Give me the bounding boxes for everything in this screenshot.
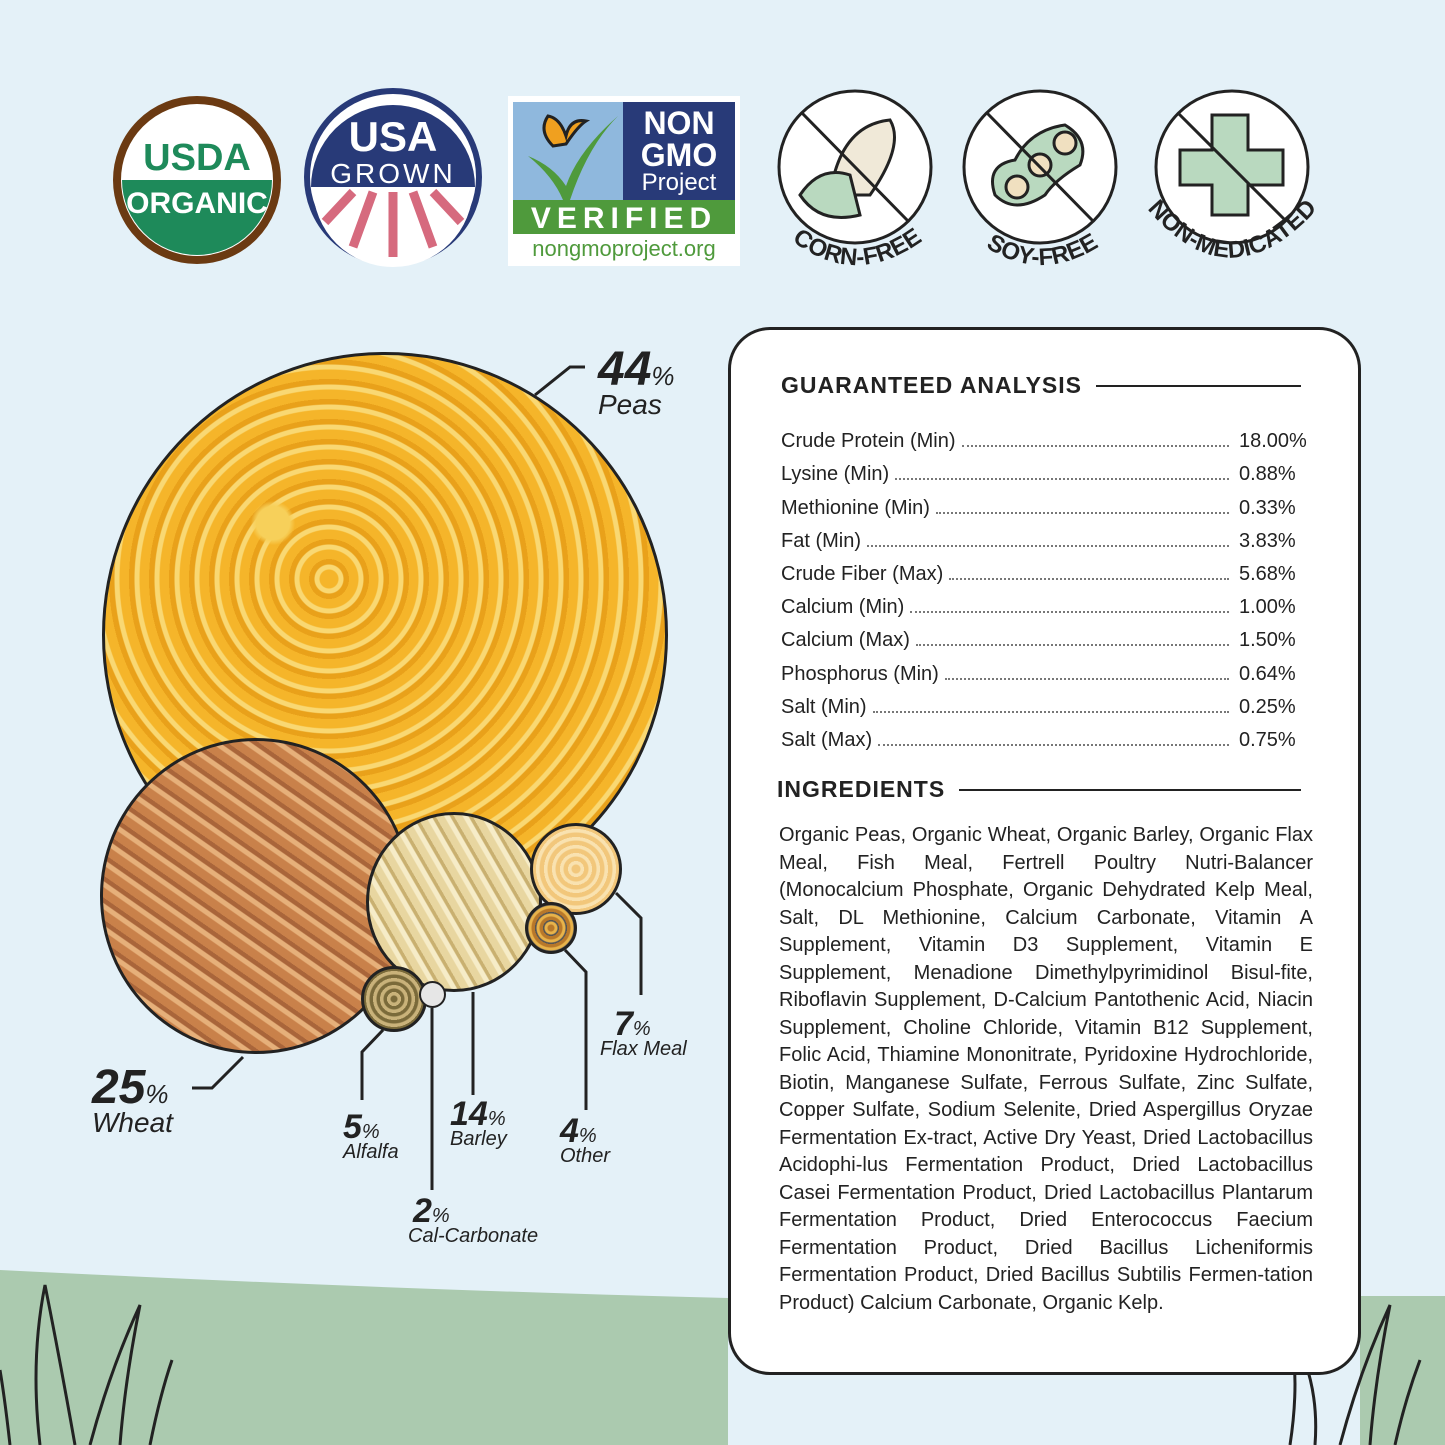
peas-label: 44% Peas [598, 343, 675, 420]
usda-organic-badge: USDA ORGANIC [113, 96, 281, 264]
analysis-row: Phosphorus (Min) 0.64% [781, 662, 1296, 685]
wheat-circle [100, 738, 412, 1054]
usa-grown-badge: USA GROWN [304, 88, 482, 267]
flax-meal-label: 7% Flax Meal [600, 1005, 687, 1060]
nutrition-card: GUARANTEED ANALYSIS Crude Protein (Min) 1… [728, 327, 1361, 1375]
svg-text:GMO: GMO [641, 137, 717, 173]
analysis-row: Crude Protein (Min) 18.00% [781, 430, 1307, 453]
analysis-row: Salt (Max) 0.75% [781, 728, 1296, 751]
corn-icon [798, 118, 896, 219]
soy-free-badge: SOY-FREE [962, 89, 1118, 271]
svg-text:nongmoproject.org: nongmoproject.org [532, 236, 715, 261]
non-medicated-badge: NON-MEDICATED [1143, 89, 1322, 264]
analysis-row: Methionine (Min) 0.33% [781, 496, 1296, 519]
ingredients-text: Organic Peas, Organic Wheat, Organic Bar… [779, 824, 1313, 1314]
ingredients-heading: INGREDIENTS [777, 776, 1301, 803]
other-label: 4% Other [560, 1112, 611, 1167]
analysis-row: Crude Fiber (Max) 5.68% [781, 562, 1296, 585]
cal-carbonate-circle [419, 981, 446, 1008]
svg-text:Project: Project [642, 169, 717, 196]
guaranteed-analysis-heading: GUARANTEED ANALYSIS [781, 372, 1301, 399]
wheat-label: 25% Wheat [92, 1061, 173, 1138]
cal-carbonate-label: 2% Cal-Carbonate [408, 1192, 539, 1247]
analysis-row: Calcium (Min) 1.00% [781, 596, 1296, 619]
analysis-row: Lysine (Min) 0.88% [781, 463, 1296, 486]
analysis-row: Calcium (Max) 1.50% [781, 629, 1296, 652]
svg-text:NON: NON [643, 105, 714, 141]
corn-free-badge: CORN-FREE [777, 89, 933, 271]
analysis-row: Fat (Min) 3.83% [781, 529, 1296, 552]
other-circle [525, 902, 577, 954]
flax-meal-circle [530, 823, 622, 915]
non-gmo-verified-badge: NON GMO Project VERIFIED nongmoproject.o… [508, 96, 740, 266]
analysis-table: Crude Protein (Min) 18.00% Lysine (Min) 0.… [781, 420, 1309, 752]
analysis-row: Salt (Min) 0.25% [781, 695, 1296, 718]
svg-text:USA: USA [349, 113, 438, 160]
svg-text:USDA: USDA [143, 137, 251, 179]
svg-text:ORGANIC: ORGANIC [126, 187, 268, 220]
barley-circle [366, 812, 542, 992]
svg-text:VERIFIED: VERIFIED [531, 202, 717, 235]
svg-text:GROWN: GROWN [330, 158, 455, 189]
alfalfa-label: 5% Alfalfa [343, 1108, 399, 1163]
barley-label: 14% Barley [450, 1095, 507, 1150]
